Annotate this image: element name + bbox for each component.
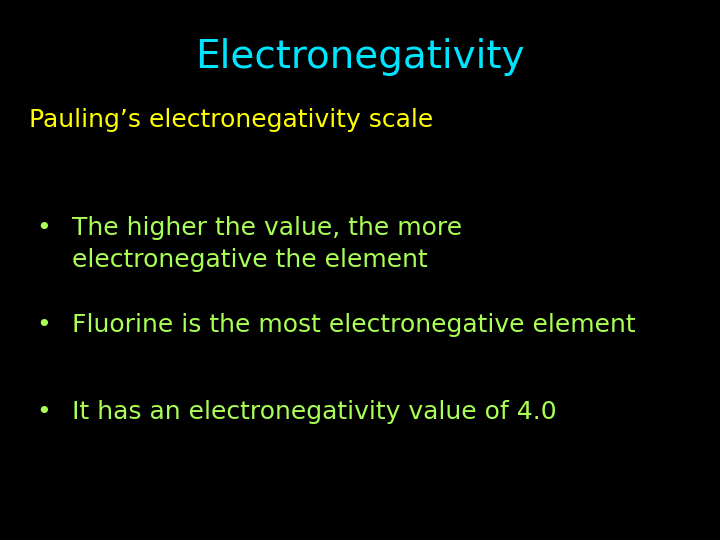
Text: It has an electronegativity value of 4.0: It has an electronegativity value of 4.0: [72, 400, 557, 423]
Text: The higher the value, the more
electronegative the element: The higher the value, the more electrone…: [72, 216, 462, 272]
Text: Pauling’s electronegativity scale: Pauling’s electronegativity scale: [29, 108, 433, 132]
Text: Fluorine is the most electronegative element: Fluorine is the most electronegative ele…: [72, 313, 636, 337]
Text: •: •: [36, 400, 50, 423]
Text: •: •: [36, 216, 50, 240]
Text: •: •: [36, 313, 50, 337]
Text: Electronegativity: Electronegativity: [195, 38, 525, 76]
